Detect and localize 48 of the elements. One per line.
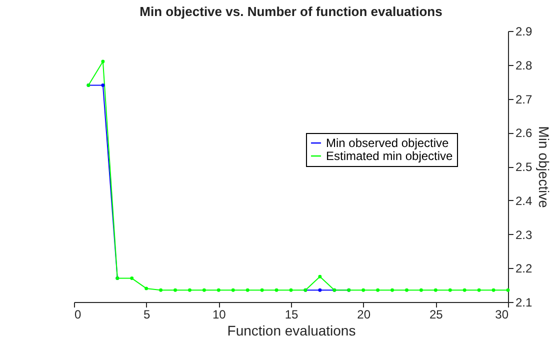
y-tick-label: 2.4 (516, 194, 533, 208)
point (274, 288, 278, 292)
point (101, 83, 105, 87)
y-tick-label: 2.1 (516, 296, 533, 310)
y-tick-label: 2.8 (516, 58, 533, 72)
point (376, 288, 380, 292)
legend-label: Estimated min objective (326, 149, 454, 163)
y-tick-label: 2.5 (516, 160, 533, 174)
point (188, 288, 192, 292)
point (419, 288, 423, 292)
y-tick-label: 2.6 (516, 126, 533, 140)
y-tick-label: 2.3 (516, 228, 533, 242)
x-tick-label: 10 (212, 308, 226, 322)
x-tick-label: 20 (357, 308, 371, 322)
point (506, 288, 510, 292)
point (462, 288, 466, 292)
y-tick-label: 2.9 (516, 24, 533, 38)
x-tick-label: 30 (495, 308, 509, 322)
point (318, 288, 322, 292)
x-axis-title: Function evaluations (227, 322, 356, 337)
point (260, 288, 264, 292)
point (390, 288, 394, 292)
point (434, 288, 438, 292)
point (101, 60, 105, 64)
point (216, 288, 220, 292)
x-tick-label: 25 (429, 308, 444, 322)
y-tick-label: 2.7 (516, 92, 533, 106)
point (202, 288, 206, 292)
legend-label: Min observed objective (326, 136, 450, 150)
point (159, 288, 163, 292)
point (362, 288, 366, 292)
point (174, 288, 177, 292)
y-axis-title: Min objective (536, 126, 552, 208)
point (130, 276, 134, 280)
point (492, 288, 496, 292)
point (246, 288, 250, 292)
point (318, 274, 322, 278)
x-tick-label: 5 (143, 308, 150, 322)
point (477, 288, 481, 292)
x-tick-label: 0 (74, 308, 82, 322)
point (448, 288, 452, 292)
point (405, 288, 408, 292)
point (144, 286, 148, 290)
x-tick-label: 15 (284, 308, 298, 322)
point (231, 288, 235, 292)
point (289, 288, 293, 292)
chart-title: Min objective vs. Number of function evaluations (140, 4, 442, 19)
y-tick-label: 2.2 (516, 262, 533, 276)
